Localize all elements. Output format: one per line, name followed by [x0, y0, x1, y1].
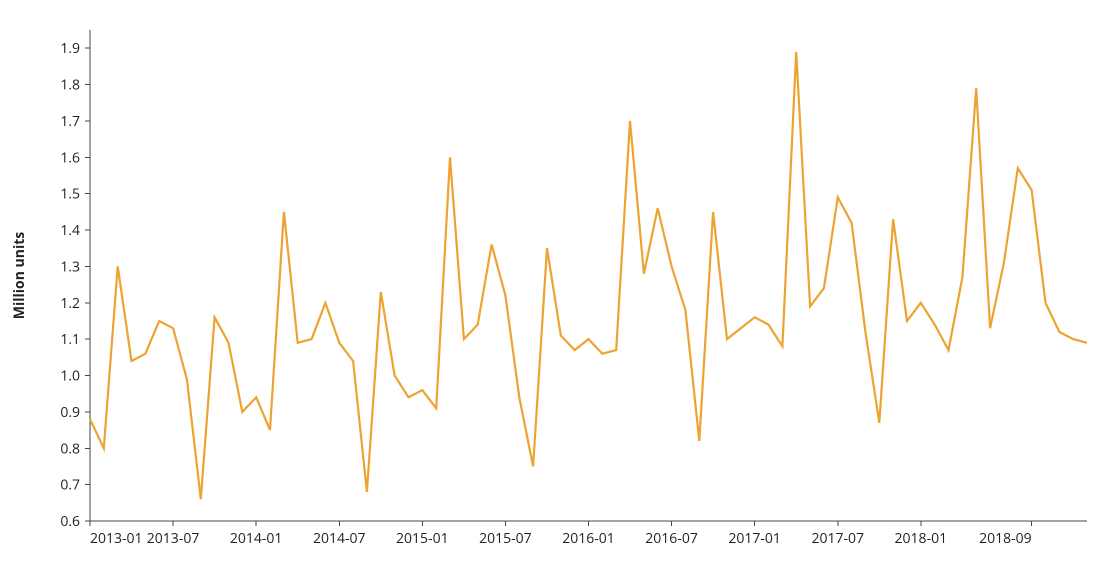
x-tick-label: 2016-07 — [645, 529, 698, 548]
y-tick-label: 1.0 — [60, 367, 80, 386]
y-tick-label: 0.8 — [60, 439, 80, 458]
x-tick-label: 2017-01 — [728, 529, 781, 548]
y-tick-label: 0.6 — [60, 512, 80, 531]
x-tick-label: 2013-07 — [147, 529, 200, 548]
y-axis-title: Million units — [10, 232, 29, 320]
y-tick-label: 0.7 — [60, 476, 80, 495]
y-tick-label: 1.4 — [60, 221, 80, 240]
x-tick-label: 2013-01 — [90, 529, 143, 548]
x-tick-label: 2014-07 — [313, 529, 366, 548]
y-tick-label: 1.3 — [60, 257, 80, 276]
x-tick-label: 2014-01 — [230, 529, 283, 548]
x-tick-label: 2015-01 — [396, 529, 449, 548]
x-tick-label: 2017-07 — [811, 529, 864, 548]
x-tick-label: 2018-09 — [979, 529, 1032, 548]
y-tick-label: 1.9 — [60, 39, 80, 58]
y-tick-label: 1.5 — [60, 185, 80, 204]
y-tick-label: 1.2 — [60, 294, 80, 313]
y-tick-label: 1.1 — [60, 330, 80, 349]
x-tick-label: 2016-01 — [562, 529, 615, 548]
y-tick-label: 1.7 — [60, 112, 80, 131]
x-tick-label: 2018-01 — [895, 529, 948, 548]
line-chart: 0.6 0.7 0.8 0.9 1.0 1.1 1.2 1.3 1.4 1.5 1.6 1.7 1.8 1… — [0, 0, 1117, 571]
y-tick-label: 0.9 — [60, 403, 80, 422]
x-tick-label: 2015-07 — [479, 529, 532, 548]
y-tick-label: 1.8 — [60, 76, 80, 95]
y-tick-label: 1.6 — [60, 148, 80, 167]
data-series-line — [90, 52, 1087, 499]
chart-svg: 0.6 0.7 0.8 0.9 1.0 1.1 1.2 1.3 1.4 1.5 1.6 1.7 1.8 1… — [0, 0, 1117, 571]
